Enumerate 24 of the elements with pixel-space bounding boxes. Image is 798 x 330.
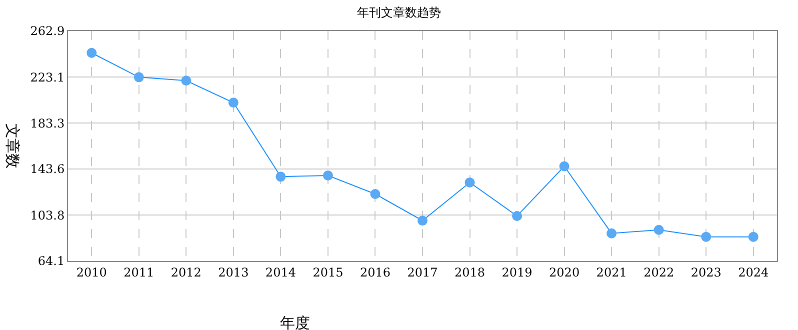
x-tick-label: 2011: [124, 265, 154, 280]
x-tick-label: 2012: [170, 265, 202, 280]
y-tick-label: 223.1: [30, 70, 65, 84]
x-tick-label: 2020: [549, 265, 580, 280]
y-tick-label: 103.8: [30, 208, 65, 222]
y-tick-label: 183.3: [30, 116, 65, 130]
x-tick-label: 2023: [690, 265, 722, 280]
x-tick-label: 2017: [407, 265, 438, 280]
x-tick-label: 2015: [312, 265, 344, 280]
x-tick-label: 2016: [360, 265, 391, 280]
y-axis-title: 文章数: [4, 123, 22, 168]
x-tick-label: 2014: [265, 265, 296, 280]
y-tick-label: 64.1: [38, 254, 65, 268]
x-tick-label: 2019: [502, 265, 532, 280]
x-tick-label: 2022: [644, 265, 674, 280]
x-axis-title: 年度: [280, 314, 310, 330]
y-tick-label: 143.6: [30, 162, 65, 176]
x-tick-label: 2024: [738, 265, 769, 280]
x-tick-label: 2021: [596, 265, 627, 280]
chart-title: 年刊文章数趋势: [357, 6, 441, 20]
x-tick-label: 2018: [454, 265, 486, 280]
x-tick-label: 2010: [76, 265, 107, 280]
x-tick-label: 2013: [218, 265, 249, 280]
y-tick-label: 262.9: [30, 24, 65, 38]
